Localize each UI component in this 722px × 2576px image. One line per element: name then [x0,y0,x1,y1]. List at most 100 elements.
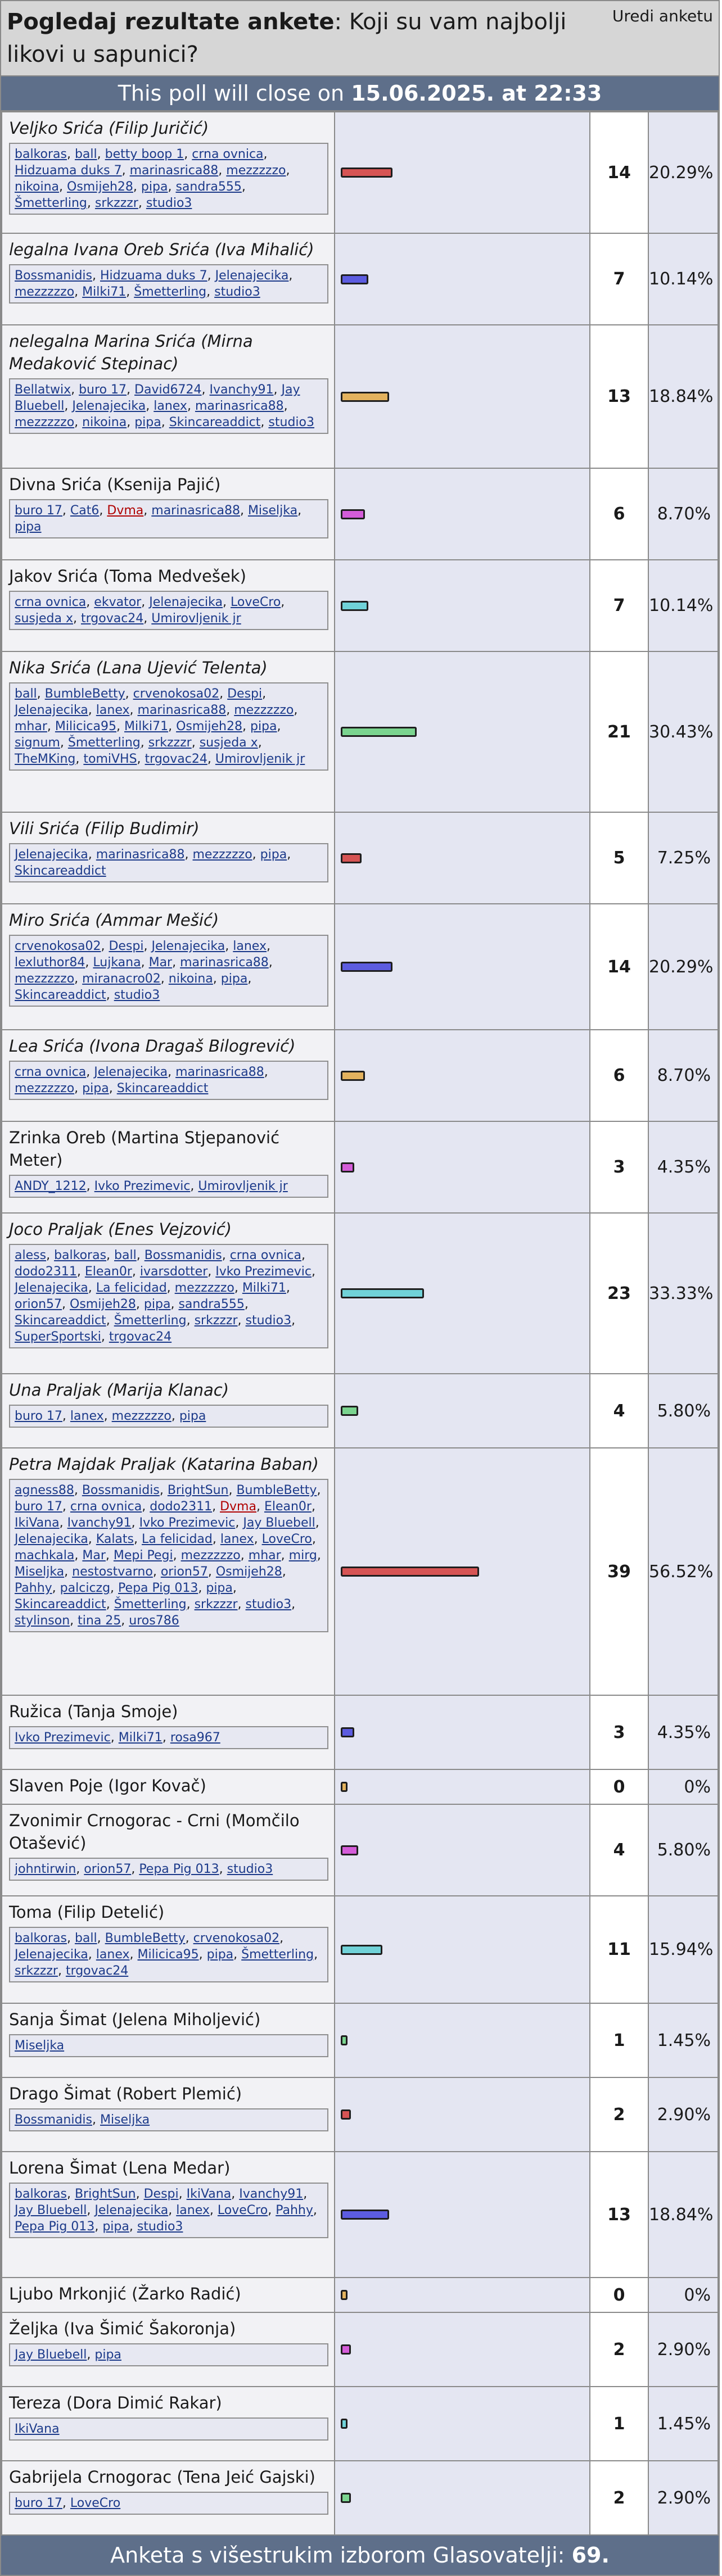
voter-link[interactable]: Šmetterling [114,1314,187,1328]
voter-link[interactable]: marinasrica88 [175,1065,264,1079]
voter-link[interactable]: Skincareaddict [15,864,106,878]
voter-link[interactable]: betty boop 1 [105,147,184,161]
voter-link[interactable]: mirg [288,1549,317,1563]
voter-link[interactable]: Skincareaddict [15,1597,106,1611]
voter-link[interactable]: marinasrica88 [137,703,227,717]
voter-link[interactable]: Jelenajecika [15,703,88,717]
voter-link[interactable]: buro 17 [15,504,62,518]
voter-link[interactable]: BumbleBetty [105,1931,186,1945]
voter-link[interactable]: johntirwin [15,1862,76,1876]
voter-link[interactable]: miranacro02 [82,972,161,986]
voter-link[interactable]: mezzzzzo [15,972,75,986]
voter-link[interactable]: Pepa Pig 013 [139,1862,219,1876]
voter-link[interactable]: Jelenajecika [94,1065,168,1079]
voter-link[interactable]: marinasrica88 [129,164,219,178]
voter-link[interactable]: crvenokosa02 [133,687,220,701]
voter-link[interactable]: Osmijeh28 [70,1297,136,1311]
voter-link[interactable]: LoveCro [70,2496,121,2510]
voter-link[interactable]: marinasrica88 [96,848,185,862]
voter-link[interactable]: Šmetterling [114,1597,187,1611]
voter-link[interactable]: crna ovnica [15,1065,87,1079]
edit-poll-link[interactable]: Uredi anketu [612,7,713,25]
voter-link[interactable]: Ivko Prezimevic [94,1179,191,1193]
voter-link[interactable]: mezzzzzo [180,1549,241,1563]
voter-link[interactable]: trgovac24 [109,1330,172,1344]
voter-link[interactable]: balkoras [15,147,67,161]
voter-link[interactable]: trgovac24 [80,612,144,626]
voter-link[interactable]: Hidzuama duks 7 [15,164,122,178]
voter-link[interactable]: ball [15,687,37,701]
voter-link[interactable]: Dvma [107,504,144,518]
voter-link[interactable]: Jelenajecika [15,848,88,862]
voter-link[interactable]: Despi [227,687,263,701]
voter-link[interactable]: Bossmanidis [15,2113,92,2127]
voter-link[interactable]: mezzzzzo [234,703,294,717]
voter-link[interactable]: studio3 [227,1862,273,1876]
voter-link[interactable]: machkala [15,1549,75,1563]
voter-link[interactable]: Jay Bluebell [243,1516,315,1530]
voter-link[interactable]: studio3 [146,196,192,210]
voter-link[interactable]: pipa [94,2348,121,2362]
voter-link[interactable]: Jelenajecika [215,269,289,283]
voter-link[interactable]: pipa [250,719,277,734]
voter-link[interactable]: Jay Bluebell [15,383,300,413]
voter-link[interactable]: Kalats [96,1532,134,1546]
voter-link[interactable]: Skincareaddict [116,1081,209,1095]
voter-link[interactable]: pipa [206,1948,234,1962]
voter-link[interactable]: studio3 [245,1314,292,1328]
voter-link[interactable]: orion57 [15,1297,62,1311]
voter-link[interactable]: Hidzuama duks 7 [100,269,207,283]
voter-link[interactable]: sandra555 [175,180,242,194]
voter-link[interactable]: David6724 [134,383,202,397]
voter-link[interactable]: mezzzzzo [192,848,252,862]
voter-link[interactable]: Jelenajecika [149,595,223,609]
voter-link[interactable]: balkoras [15,2187,67,2201]
voter-link[interactable]: dodo2311 [150,1500,213,1514]
voter-link[interactable]: Despi [109,939,144,953]
voter-link[interactable]: dodo2311 [15,1265,77,1279]
voter-link[interactable]: La felicidad [142,1532,213,1546]
voter-link[interactable]: Šmetterling [15,196,87,210]
voter-link[interactable]: BumbleBetty [236,1483,317,1497]
voter-link[interactable]: nestostvarno [72,1565,153,1579]
voter-link[interactable]: marinasrica88 [195,399,284,413]
voter-link[interactable]: nikoina [168,972,213,986]
voter-link[interactable]: marinasrica88 [180,956,269,970]
voter-link[interactable]: mhar [15,719,47,734]
voter-link[interactable]: Miseljka [247,504,298,518]
voter-link[interactable]: Bossmanidis [82,1483,160,1497]
voter-link[interactable]: crna ovnica [229,1248,301,1262]
voter-link[interactable]: lanex [96,703,130,717]
voter-link[interactable]: Jelenajecika [15,1948,88,1962]
voter-link[interactable]: lanex [176,2203,210,2217]
voter-link[interactable]: rosa967 [170,1731,220,1745]
voter-link[interactable]: Skincareaddict [15,1314,106,1328]
voter-link[interactable]: BrightSun [74,2187,136,2201]
voter-link[interactable]: Umirovljenik jr [198,1179,288,1193]
voter-link[interactable]: Pahhy [276,2203,313,2217]
voter-link[interactable]: TheMKing [15,752,76,766]
voter-link[interactable]: Jelenajecika [15,1281,88,1295]
voter-link[interactable]: Miseljka [15,1565,65,1579]
voter-link[interactable]: srkzzzr [194,1597,238,1611]
voter-link[interactable]: trgovac24 [145,752,207,766]
voter-link[interactable]: pipa [179,1409,206,1423]
voter-link[interactable]: sandra555 [178,1297,245,1311]
voter-link[interactable]: Umirovljenik jr [215,752,305,766]
voter-link[interactable]: palciczg [60,1581,111,1595]
voter-link[interactable]: ivarsdotter [139,1265,208,1279]
voter-link[interactable]: IkiVana [15,2422,60,2436]
voter-link[interactable]: orion57 [160,1565,208,1579]
voter-link[interactable]: BumbleBetty [44,687,125,701]
voter-link[interactable]: signum [15,736,60,750]
voter-link[interactable]: Bellatwix [15,383,71,397]
voter-link[interactable]: Bossmanidis [15,269,92,283]
voter-link[interactable]: Cat6 [70,504,100,518]
voter-link[interactable]: pipa [143,1297,171,1311]
voter-link[interactable]: Elean0r [264,1500,312,1514]
voter-link[interactable]: srkzzzr [194,1314,238,1328]
voter-link[interactable]: pipa [82,1081,109,1095]
voter-link[interactable]: ball [114,1248,137,1262]
voter-link[interactable]: IkiVana [186,2187,232,2201]
voter-link[interactable]: crna ovnica [192,147,264,161]
